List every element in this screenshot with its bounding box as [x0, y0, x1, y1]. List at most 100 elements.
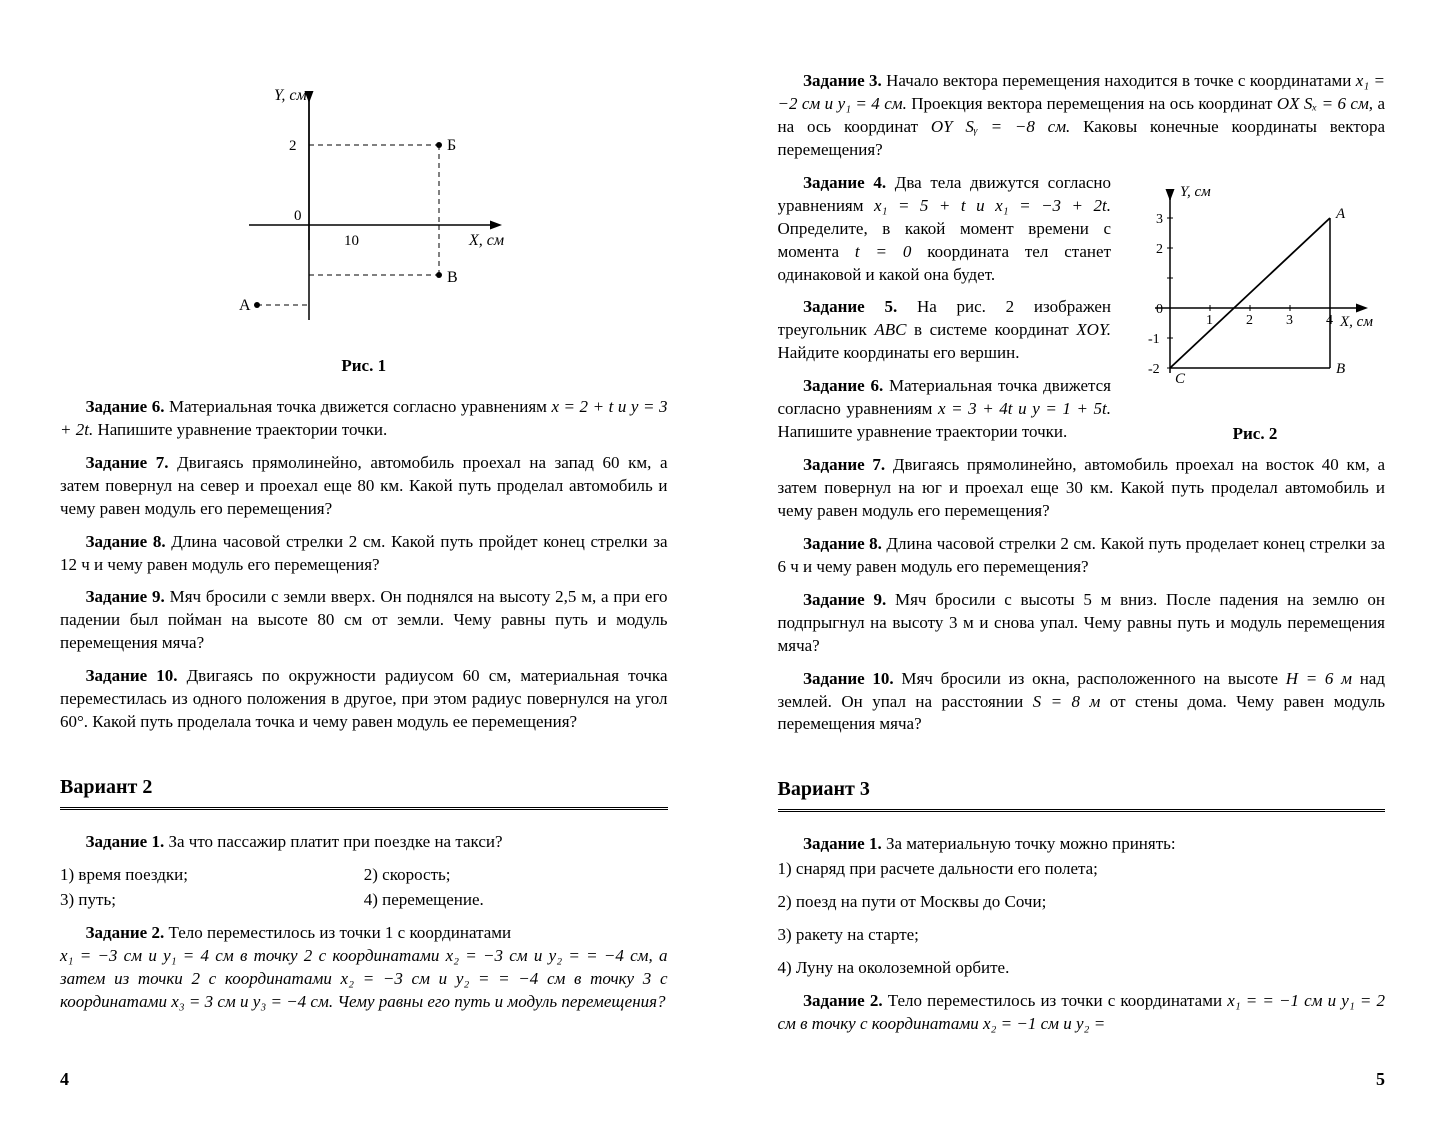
task-6-text-b: Напишите уравнение траектории точки.: [93, 420, 387, 439]
r-t3-eq2: OX Sₓ = 6 см,: [1277, 94, 1373, 113]
v2-t1-o4: 4) перемещение.: [364, 889, 668, 912]
r-task-10: Задание 10. Мяч бросили из окна, располо…: [778, 668, 1386, 737]
r-task-9: Задание 9. Мяч бросили с высоты 5 м вниз…: [778, 589, 1386, 658]
r-task-6-label: Задание 6.: [803, 376, 883, 395]
r-t6-b: Напишите уравнение траектории точки.: [778, 422, 1068, 441]
v2-task-1-text: За что пассажир платит при поездке на та…: [168, 832, 502, 851]
r-t5-eq2: XOY.: [1076, 320, 1111, 339]
fig1-x10: 10: [344, 233, 359, 249]
task-6-label: Задание 6.: [86, 397, 165, 416]
variant-2-title: Вариант 2: [60, 774, 668, 801]
r-t5-c: Найдите коорди­наты его вершин.: [778, 343, 1020, 362]
fig2-A: A: [1335, 206, 1346, 222]
v2-t1-o2: 2) скорость;: [364, 864, 668, 887]
fig1-y2: 2: [289, 138, 297, 154]
page-number-5: 5: [1376, 1067, 1385, 1091]
r-t3-eq3: OY Sᵧ = −8 см.: [931, 117, 1070, 136]
variant-2-rule: [60, 807, 668, 813]
v2-task-2-label: Задание 2.: [86, 923, 165, 942]
page-4: Y, см X, см 0 2 10 Б В А Рис. 1 Задание …: [0, 0, 723, 1129]
fig1-x-label: X, см: [468, 232, 504, 249]
task-10-label: Задание 10.: [86, 666, 178, 685]
r-task-7-label: Задание 7.: [803, 455, 885, 474]
fig1-caption: Рис. 1: [60, 355, 668, 378]
fig2-B: B: [1336, 361, 1345, 377]
page-5: Задание 3. Начало вектора перемещения на…: [723, 0, 1445, 1129]
v2-task-2: Задание 2. Тело переместилось из точки 1…: [60, 922, 668, 945]
fig2-x2: 2: [1246, 313, 1253, 328]
task-9: Задание 9. Мяч бросили с земли вверх. Он…: [60, 586, 668, 655]
fig2-y-label: Y, см: [1180, 184, 1211, 200]
r-t4-eq2: t = 0: [855, 242, 911, 261]
r-t3-b: Проекция вектора пере­мещения на ось коо…: [907, 94, 1277, 113]
task-8-label: Задание 8.: [86, 532, 166, 551]
v3-task-2-label: Задание 2.: [803, 991, 883, 1010]
task-6: Задание 6. Материальная точка движется с…: [60, 396, 668, 442]
r-t4-eq: x₁ = 5 + t и x₁ = −3 + 2t.: [874, 196, 1111, 215]
fig2-x3: 3: [1286, 313, 1293, 328]
v2-t1-o3: 3) путь;: [60, 889, 364, 912]
r-task-5-label: Задание 5.: [803, 297, 897, 316]
v3-t1-o4: 4) Луну на околоземной орбите.: [778, 957, 1386, 980]
fig2-y2: 2: [1156, 242, 1163, 257]
fig1-B: В: [447, 269, 458, 286]
v2-t1-opts-row2: 3) путь; 4) перемещение.: [60, 889, 668, 912]
r-t10-eq2: S = 8 м: [1033, 692, 1101, 711]
variant-3-title: Вариант 3: [778, 776, 1386, 803]
fig2-y0: 0: [1156, 302, 1163, 317]
task-7: Задание 7. Двигаясь прямолинейно, автомо…: [60, 452, 668, 521]
r-t10-eq1: H = 6 м: [1286, 669, 1352, 688]
fig2-x1: 1: [1206, 313, 1213, 328]
fig2-C: C: [1175, 371, 1186, 387]
task-7-label: Задание 7.: [86, 453, 169, 472]
fig2-ym2: -2: [1148, 362, 1160, 377]
v2-task-1-label: Задание 1.: [86, 832, 165, 851]
fig1-svg: Y, см X, см 0 2 10 Б В А: [189, 70, 539, 340]
v3-t1-o2: 2) поезд на пути от Москвы до Сочи;: [778, 891, 1386, 914]
r-task-7: Задание 7. Двигаясь прямолинейно, автомо…: [778, 454, 1386, 523]
r-task-10-label: Задание 10.: [803, 669, 894, 688]
page-number-4: 4: [60, 1067, 69, 1091]
r-t3-a: Начало вектора перемещения находится в т…: [886, 71, 1356, 90]
r-task-9-label: Задание 9.: [803, 590, 886, 609]
r-t5-b: в системе координат: [906, 320, 1076, 339]
task-6-text-a: Материальная точка движется согласно ура…: [169, 397, 551, 416]
r-task-8: Задание 8. Длина часовой стрелки 2 см. К…: [778, 533, 1386, 579]
v3-task-1-label: Задание 1.: [803, 834, 882, 853]
v2-task-1: Задание 1. За что пассажир платит при по…: [60, 831, 668, 854]
v3-t1-o3: 3) ракету на старте;: [778, 924, 1386, 947]
fig1-origin: 0: [294, 208, 302, 224]
v2-task-2-cont: x₁ = −3 см и y₁ = 4 см в точку 2 с коорд…: [60, 945, 668, 1014]
r-task-3-label: Задание 3.: [803, 71, 882, 90]
spread: Y, см X, см 0 2 10 Б В А Рис. 1 Задание …: [0, 0, 1445, 1129]
task-9-label: Задание 9.: [86, 587, 165, 606]
r-t5-eq: ABC: [874, 320, 906, 339]
v3-t2-a: Тело переместилось из точки с координата…: [888, 991, 1227, 1010]
v2-t1-opts-row1: 1) время поездки; 2) скорость;: [60, 864, 668, 887]
task-8: Задание 8. Длина часовой стрелки 2 см. К…: [60, 531, 668, 577]
fig1-B2: Б: [447, 137, 456, 154]
task-10: Задание 10. Двигаясь по окружности радиу…: [60, 665, 668, 734]
fig2-ym1: -1: [1148, 332, 1160, 347]
fig2-caption: Рис. 2: [1125, 423, 1385, 446]
variant-3-rule: [778, 809, 1386, 815]
r-task-3: Задание 3. Начало вектора перемещения на…: [778, 70, 1386, 162]
r-task-8-label: Задание 8.: [803, 534, 882, 553]
v2-t1-o1: 1) время поездки;: [60, 864, 364, 887]
v3-t1-o1: 1) снаряд при расчете дальности его поле…: [778, 858, 1386, 881]
figure-1: Y, см X, см 0 2 10 Б В А Рис. 1: [60, 70, 668, 378]
fig2-svg: Y, см X, см 0 2 3 -1 -2 1 2 3 4 A B C: [1130, 178, 1380, 408]
fig1-y-label: Y, см: [274, 87, 307, 104]
fig2-x4: 4: [1326, 313, 1333, 328]
fig1-A: А: [239, 297, 251, 314]
v3-task-2: Задание 2. Тело переместилось из точки с…: [778, 990, 1386, 1036]
v3-task-1: Задание 1. За материальную точку можно п…: [778, 833, 1386, 856]
fig2-x-label: X, см: [1339, 314, 1373, 330]
fig2-y3: 3: [1156, 212, 1163, 227]
figure-2: Y, см X, см 0 2 3 -1 -2 1 2 3 4 A B C Ри…: [1125, 178, 1385, 446]
r-t10-a: Мяч бросили из окна, расположенного на в…: [901, 669, 1285, 688]
v2-task-2-text-a: Тело переместилось из точки 1 с координа…: [168, 923, 511, 942]
v2-task-2-text-b: x₁ = −3 см и y₁ = 4 см в точку 2 с коорд…: [60, 946, 668, 1011]
v3-task-1-text: За материальную точку можно принять:: [886, 834, 1176, 853]
r-task-4-label: Задание 4.: [803, 173, 886, 192]
